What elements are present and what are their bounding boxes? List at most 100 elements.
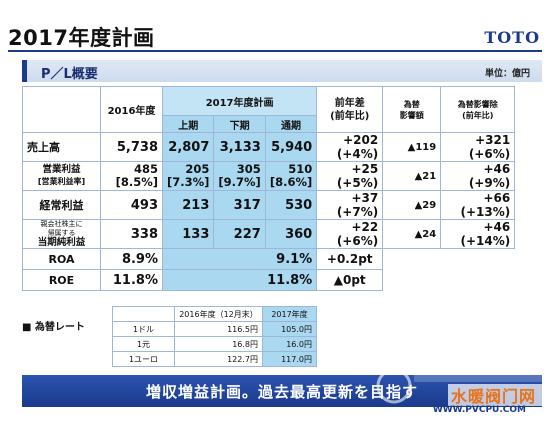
fx-rate-2016: 122.7円 (174, 351, 263, 367)
header-yoy-line1: 前年差 (334, 97, 365, 109)
header-h2: 下期 (213, 115, 266, 133)
cell-net-h1: 133 (161, 219, 215, 249)
cell-ordinary-h2: 317 (213, 190, 266, 220)
header-h1: 上期 (161, 115, 215, 133)
fx-rate-2017: 105.0円 (262, 321, 317, 337)
cell-op-fx: ▲21 (382, 161, 442, 191)
watermark-url: WWW.PVCPU.COM (432, 405, 526, 415)
cell-op-h1: 205 [7.3%] (161, 161, 215, 191)
fx-rates-table: 2016年度（12月末） 2017年度 1ドル 116.5円 105.0円 1元… (112, 306, 317, 367)
fx-header-2017: 2017年度 (262, 306, 317, 322)
header-yoy: 前年差 (前年比) (316, 86, 384, 133)
header-fx-line1: 為替 (403, 99, 420, 109)
title-rule (8, 50, 542, 52)
fx-currency: 1ユーロ (112, 351, 175, 367)
header-fx-impact: 為替 影響額 (382, 86, 442, 133)
cell-roe-2016: 11.8% (100, 269, 163, 291)
op-full-rate: [8.6%] (269, 175, 313, 189)
op-h2-rate: [9.7%] (218, 175, 261, 189)
cell-ordinary-fx: ▲29 (382, 190, 442, 220)
pl-summary-table: 2016年度 2017年度計画 前年差 (前年比) 為替 影響額 為替影響除 (… (22, 86, 516, 291)
cell-op-h2: 305 [9.7%] (213, 161, 266, 191)
cell-sales-h2: 3,133 (213, 132, 266, 162)
fx-currency: 1ドル (112, 321, 175, 337)
header-ex-fx: 為替影響除 (前年比) (440, 86, 516, 133)
header-full: 通期 (264, 115, 318, 133)
row-label-net-income: 親会社株主に 帰属する 当期純利益 (22, 219, 101, 249)
op-yoy-amount: +25 (351, 162, 379, 177)
header-2016: 2016年度 (100, 86, 163, 133)
ordinary-yoy-amount: +37 (351, 191, 379, 206)
net-label-line2: 帰属する (47, 229, 76, 237)
cell-ordinary-exfx: +66 (+13%) (440, 190, 516, 220)
cell-sales-yoy: +202 (+4%) (316, 132, 384, 162)
op-full-value: 510 (288, 162, 313, 176)
fx-rate-2016: 116.5円 (174, 321, 263, 337)
unit-label: 単位：億円 (484, 69, 530, 79)
net-label-line3: 当期純利益 (37, 237, 86, 248)
op-2016-value: 485 (133, 162, 158, 176)
op-h2-value: 305 (236, 162, 261, 176)
watermark-logo-icon (376, 358, 542, 406)
table-row-operating-profit: 営業利益 [営業利益率] 485 [8.5%] 205 [7.3%] 305 [… (22, 161, 516, 191)
cell-sales-h1: 2,807 (161, 132, 215, 162)
table-row-sales: 売上高 5,738 2,807 3,133 5,940 +202 (+4%) ▲… (22, 132, 516, 162)
sales-yoy-pct: (+4%) (336, 147, 379, 161)
fx-row: 1ドル 116.5円 105.0円 (112, 321, 317, 337)
cell-net-fx: ▲24 (382, 219, 442, 249)
cell-sales-fx: ▲119 (382, 132, 442, 162)
cell-net-2016: 338 (100, 219, 163, 249)
table-row-roa: ROA 8.9% 9.1% +0.2pt (22, 248, 515, 270)
table-row-ordinary-profit: 経常利益 493 213 317 530 +37 (+7%) ▲29 +66 (… (22, 190, 516, 220)
brand-logo: TOTO (484, 28, 540, 47)
fx-currency: 1元 (112, 336, 175, 352)
header-exfx-line2: (前年比) (462, 110, 494, 120)
op-exfx-pct: (+9%) (468, 176, 511, 190)
section-title: P／L概要 (41, 67, 98, 82)
op-label: 営業利益 (42, 164, 81, 175)
fx-header-row: 2016年度（12月末） 2017年度 (112, 306, 317, 322)
net-yoy-amount: +22 (351, 220, 379, 235)
op-h1-rate: [7.3%] (167, 175, 210, 189)
cell-sales-exfx: +321 (+6%) (440, 132, 516, 162)
cell-net-full: 360 (264, 219, 318, 249)
cell-ordinary-h1: 213 (161, 190, 215, 220)
op-sublabel: [営業利益率] (37, 177, 86, 186)
cell-op-2016: 485 [8.5%] (100, 161, 163, 191)
cell-ordinary-yoy: +37 (+7%) (316, 190, 384, 220)
cell-roa-2016: 8.9% (100, 248, 163, 270)
cell-roa-full: 9.1% (161, 248, 318, 270)
cell-net-exfx: +46 (+14%) (440, 219, 516, 249)
slide-title: 2017年度計画 (8, 26, 155, 50)
row-label-operating-profit: 営業利益 [営業利益率] (22, 161, 101, 191)
cell-op-yoy: +25 (+5%) (316, 161, 384, 191)
fx-rate-2016: 16.8円 (174, 336, 263, 352)
fx-row: 1ユーロ 122.7円 117.0円 (112, 351, 317, 367)
cell-roa-empty (383, 249, 515, 270)
op-h1-value: 205 (185, 162, 210, 176)
ordinary-yoy-pct: (+7%) (336, 205, 379, 219)
ordinary-exfx-amount: +66 (483, 191, 511, 206)
cell-sales-2016: 5,738 (100, 132, 163, 162)
cell-net-yoy: +22 (+6%) (316, 219, 384, 249)
cell-ordinary-full: 530 (264, 190, 318, 220)
cell-op-full: 510 [8.6%] (264, 161, 318, 191)
fx-header-2016: 2016年度（12月末） (174, 306, 263, 322)
net-label-line1: 親会社株主に (40, 220, 83, 229)
sales-yoy-amount: +202 (343, 133, 379, 148)
op-yoy-pct: (+5%) (336, 176, 379, 190)
net-exfx-pct: (+14%) (460, 234, 511, 248)
cell-roa-yoy: +0.2pt (316, 248, 384, 270)
cell-roe-empty (383, 270, 515, 291)
table-header-row: 2016年度 2017年度計画 前年差 (前年比) 為替 影響額 為替影響除 (… (22, 86, 516, 133)
header-fx-line2: 影響額 (399, 110, 424, 120)
net-exfx-amount: +46 (483, 220, 511, 235)
sales-exfx-pct: (+6%) (468, 147, 511, 161)
section-bar: P／L概要 単位：億円 (22, 60, 542, 82)
op-exfx-amount: +46 (483, 162, 511, 177)
table-row-net-income: 親会社株主に 帰属する 当期純利益 338 133 227 360 +22 (+… (22, 219, 516, 249)
op-2016-rate: [8.5%] (115, 175, 158, 189)
fx-row: 1元 16.8円 16.0円 (112, 336, 317, 352)
net-yoy-pct: (+6%) (336, 234, 379, 248)
header-corner (22, 86, 101, 133)
